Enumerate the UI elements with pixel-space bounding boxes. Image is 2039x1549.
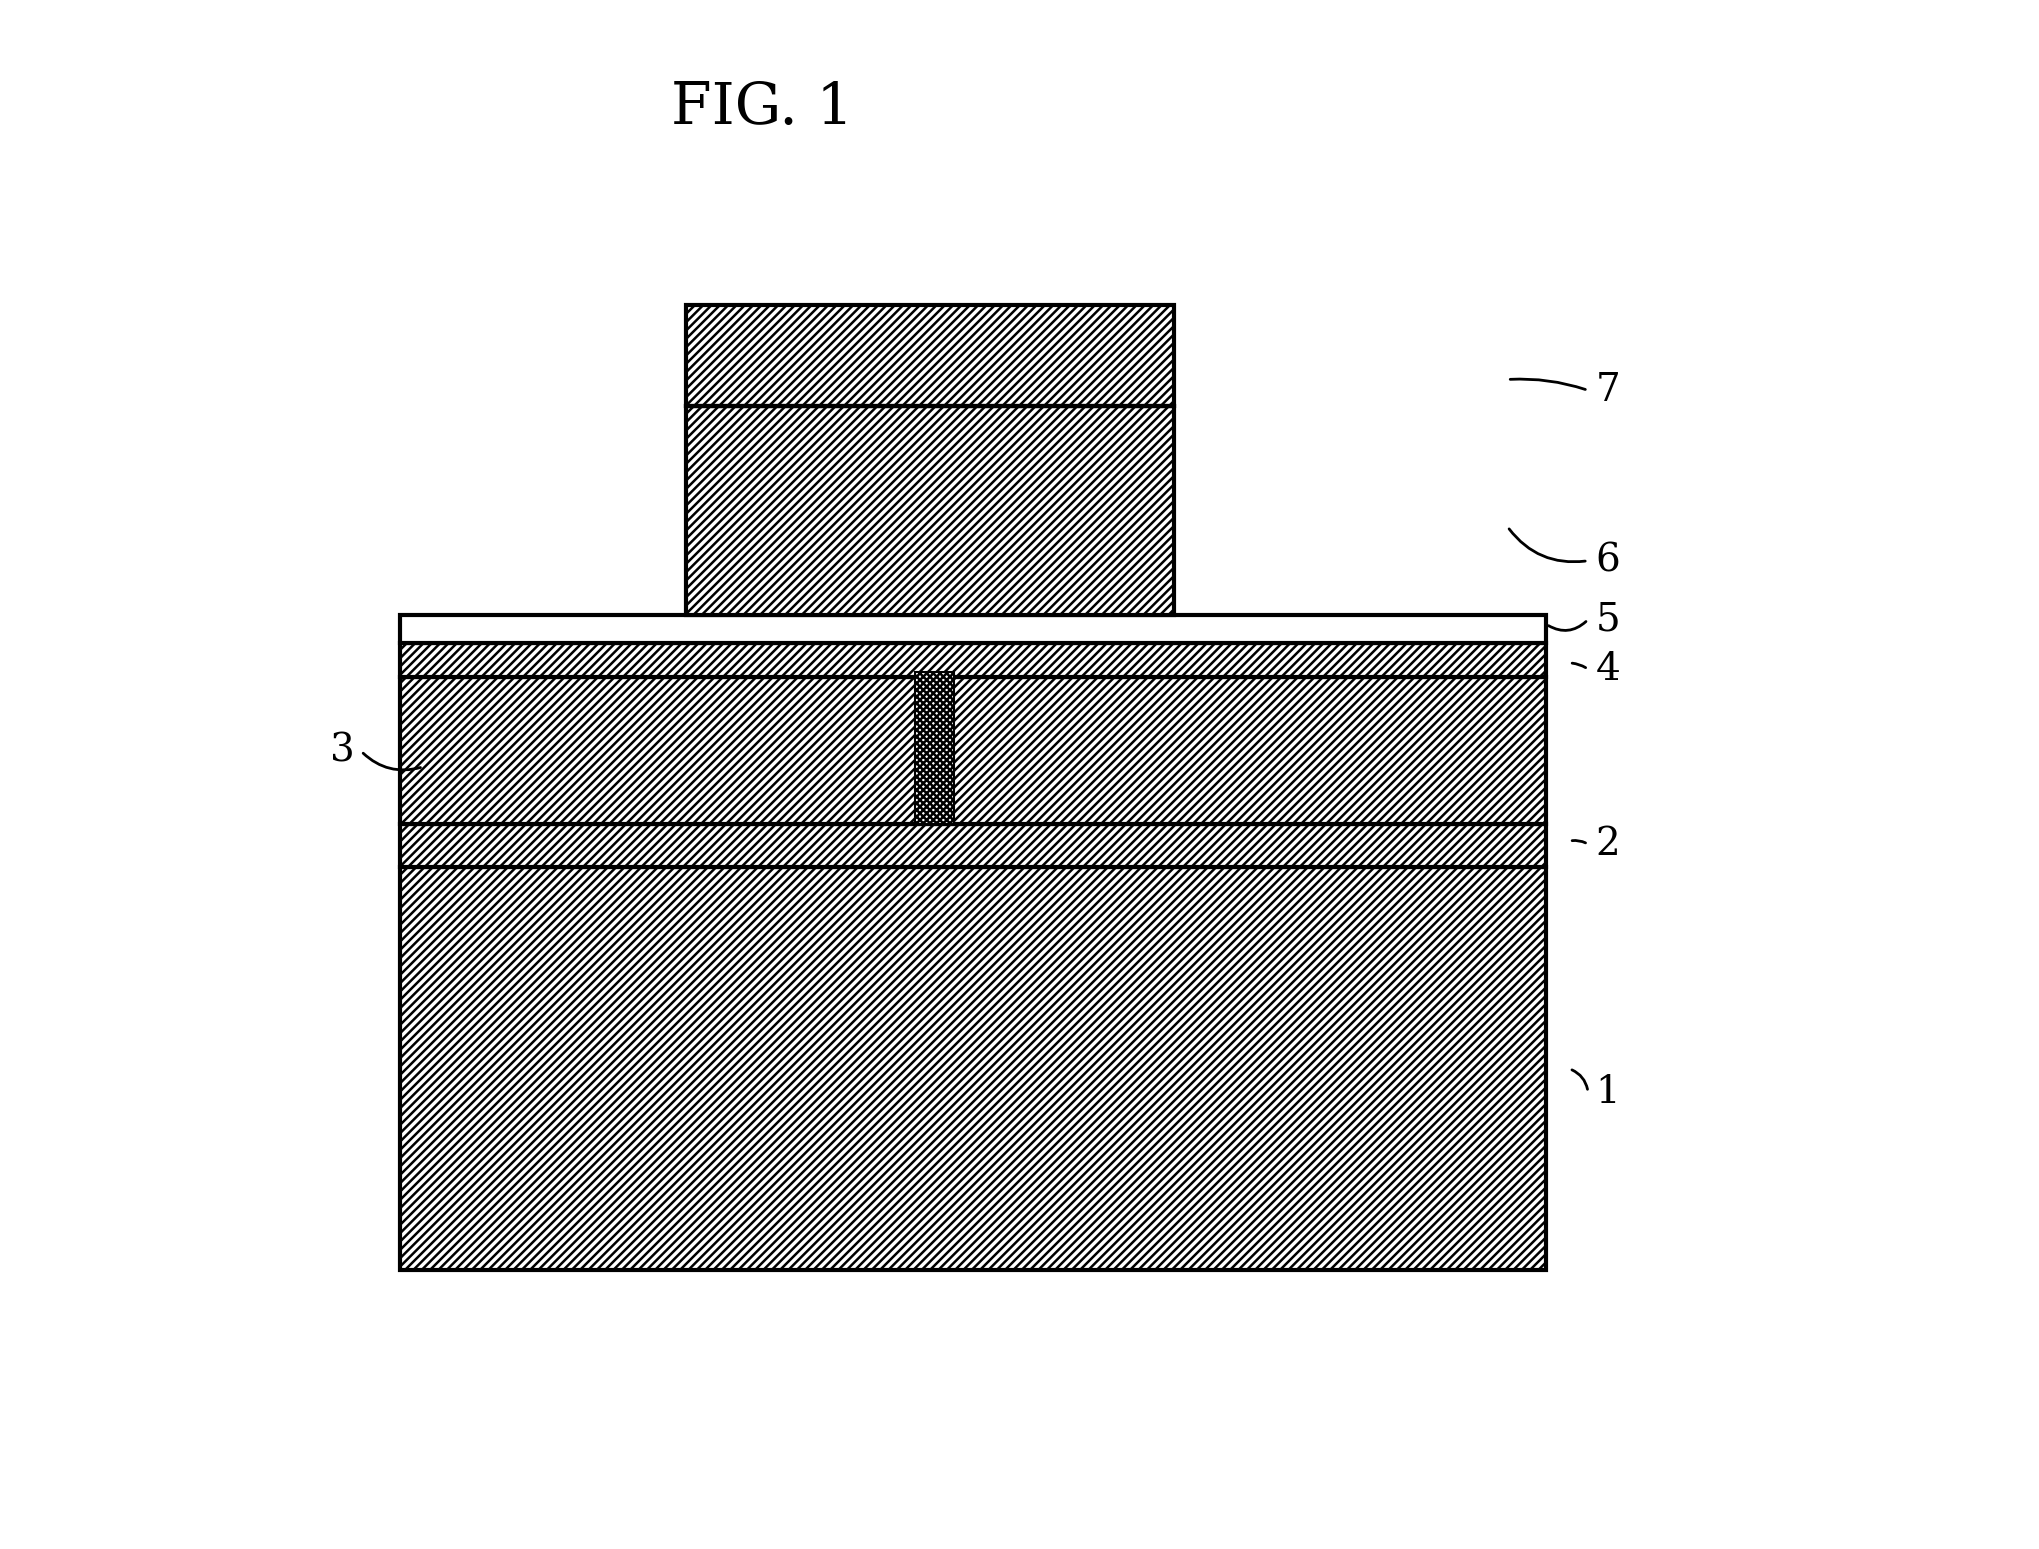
Text: 1: 1 bbox=[1597, 1073, 1621, 1111]
Text: 5: 5 bbox=[1597, 601, 1621, 638]
Bar bbox=[400, 867, 1546, 1270]
Bar bbox=[687, 406, 1174, 615]
Bar bbox=[400, 677, 1546, 824]
Bar bbox=[400, 643, 1546, 677]
Text: 7: 7 bbox=[1597, 372, 1621, 409]
Text: 3: 3 bbox=[330, 733, 355, 770]
Bar bbox=[400, 615, 1546, 643]
Bar bbox=[687, 305, 1174, 406]
Bar bbox=[916, 672, 954, 824]
Text: 4: 4 bbox=[1597, 651, 1621, 688]
Text: FIG. 1: FIG. 1 bbox=[671, 81, 854, 136]
Text: 2: 2 bbox=[1597, 826, 1621, 863]
Text: 6: 6 bbox=[1597, 542, 1621, 579]
Bar bbox=[400, 824, 1546, 867]
